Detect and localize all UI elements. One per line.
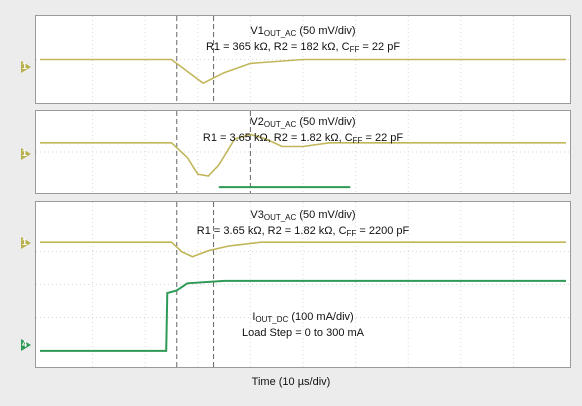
v1-params-sub: FF (349, 45, 360, 54)
v1-params: R1 = 365 kΩ, R2 = 182 kΩ, C (205, 41, 350, 53)
iout-title-main: I (252, 311, 256, 323)
panel-v2-title: V2OUT_AC (50 mV/div) (36, 115, 570, 132)
v2-params-tail: = 22 pF (362, 132, 404, 144)
trace-voltage (40, 58, 566, 85)
x-axis-label: Time (10 µs/div) (0, 376, 582, 388)
channel-1-marker-v2 (21, 148, 31, 160)
v2-params: R1 = 3.65 kΩ, R2 = 1.82 kΩ, C (202, 132, 353, 144)
plot-v1 (36, 16, 570, 103)
channel-1-marker-v3 (21, 237, 31, 249)
panel-v2-params: R1 = 3.65 kΩ, R2 = 1.82 kΩ, CFF = 22 pF (36, 131, 570, 148)
v1-title-sub: OUT_AC (263, 29, 297, 38)
v2-title-sub: OUT_AC (263, 120, 297, 129)
v3-title-main: V3 (250, 209, 264, 221)
v2-title-scale: (50 mV/div) (299, 116, 356, 128)
v3-title-scale: (50 mV/div) (299, 209, 356, 221)
panel-v1-title: V1OUT_AC (50 mV/div) (36, 24, 570, 41)
v1-params-tail: = 22 pF (359, 41, 401, 53)
scope-panel-v3: V3OUT_AC (50 mV/div) R1 = 3.65 kΩ, R2 = … (35, 201, 571, 368)
v2-title-main: V2 (250, 116, 264, 128)
panel-v3-load-title: IOUT_DC (100 mA/div) (36, 310, 570, 327)
scope-panel-v2: V2OUT_AC (50 mV/div) R1 = 3.65 kΩ, R2 = … (35, 110, 571, 194)
channel-1-label-v3: 1 (22, 237, 28, 247)
v3-params-sub: FF (346, 229, 357, 238)
panel-v3-params: R1 = 3.65 kΩ, R2 = 1.82 kΩ, CFF = 2200 p… (36, 224, 570, 241)
channel-1-label-v2: 1 (22, 148, 28, 158)
iout-title-sub: OUT_DC (255, 315, 289, 324)
scope-panel-v1: V1OUT_AC (50 mV/div) R1 = 365 kΩ, R2 = 1… (35, 15, 571, 104)
v3-params: R1 = 3.65 kΩ, R2 = 1.82 kΩ, C (196, 225, 347, 237)
panel-v1-params: R1 = 365 kΩ, R2 = 182 kΩ, CFF = 22 pF (36, 40, 570, 57)
v2-params-sub: FF (352, 136, 363, 145)
iout-title-scale: (100 mA/div) (291, 311, 354, 323)
channel-4-label: 4 (22, 339, 28, 349)
x-axis-scale: (10 µs/div) (278, 376, 331, 388)
channel-4-marker (21, 339, 31, 351)
panel-v3-load-step: Load Step = 0 to 300 mA (36, 326, 570, 340)
x-axis-title: Time (251, 376, 276, 388)
v1-title-main: V1 (250, 25, 264, 37)
channel-1-label-v1: 1 (22, 61, 28, 71)
trace-voltage (40, 241, 566, 258)
plot-v2 (36, 111, 570, 193)
v3-params-tail: = 2200 pF (356, 225, 410, 237)
channel-1-marker-v1 (21, 61, 31, 73)
load-step-text: Load Step = 0 to 300 mA (241, 327, 364, 339)
plot-v3 (36, 202, 570, 367)
v3-title-sub: OUT_AC (263, 213, 297, 222)
panel-v3-title: V3OUT_AC (50 mV/div) (36, 208, 570, 225)
trace-current (40, 279, 566, 352)
v1-title-scale: (50 mV/div) (299, 25, 356, 37)
trace-voltage (40, 133, 566, 177)
